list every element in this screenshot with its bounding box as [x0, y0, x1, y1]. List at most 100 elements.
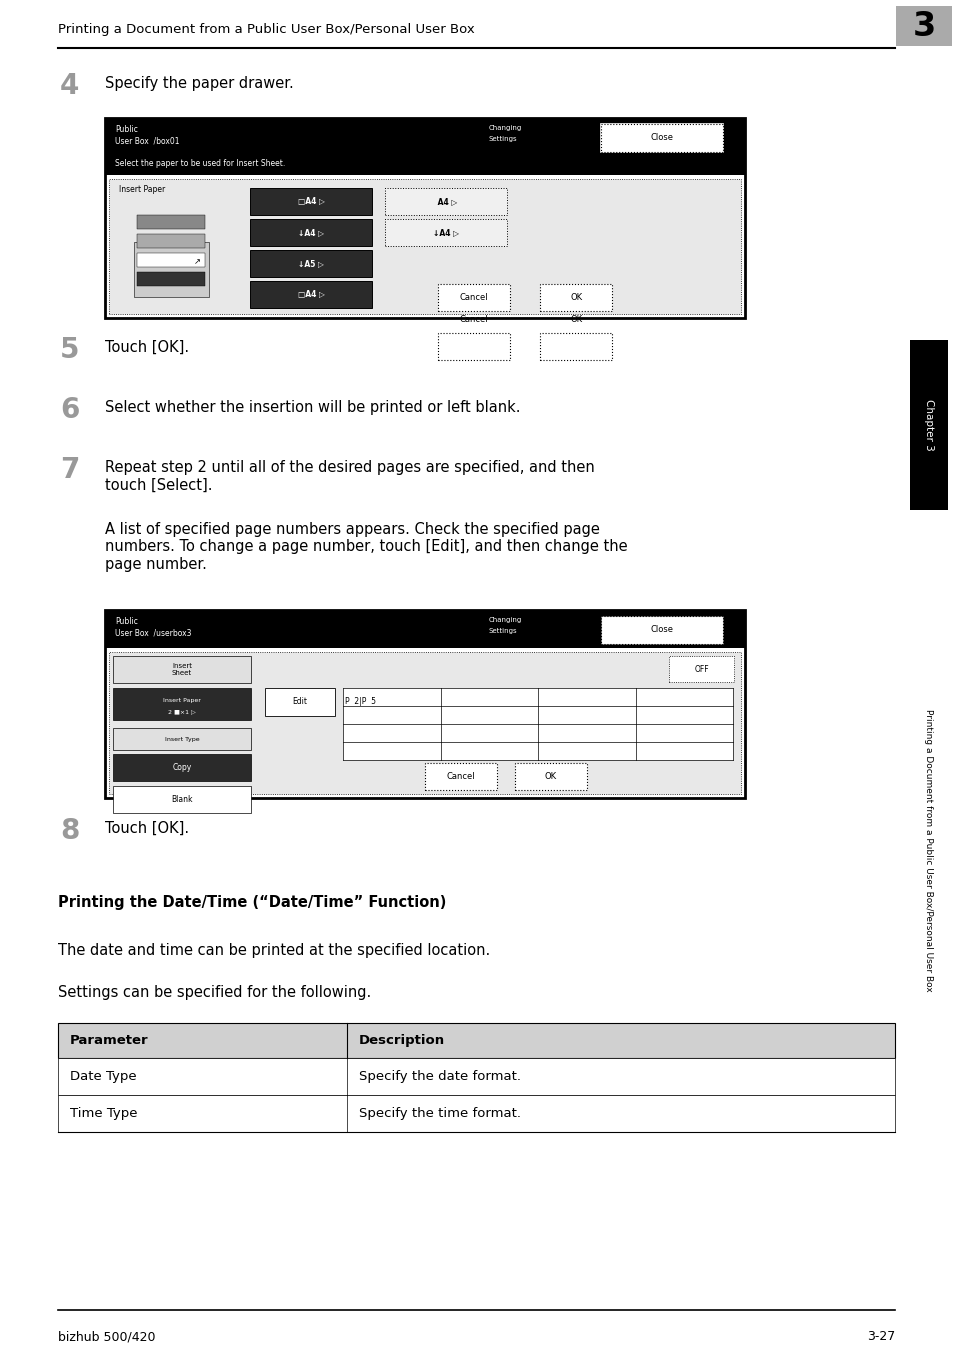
Text: Parameter: Parameter — [70, 1034, 149, 1046]
Text: Cancel: Cancel — [459, 293, 488, 301]
Bar — [895, 5, 951, 46]
Text: Settings can be specified for the following.: Settings can be specified for the follow… — [58, 986, 371, 1000]
Text: Chapter 3: Chapter 3 — [923, 399, 933, 450]
Bar — [105, 118, 744, 155]
Bar — [909, 339, 947, 510]
Text: 4: 4 — [60, 72, 79, 100]
Bar — [250, 250, 372, 277]
Text: 3: 3 — [911, 9, 935, 42]
Bar — [133, 242, 209, 297]
Text: Select whether the insertion will be printed or left blank.: Select whether the insertion will be pri… — [105, 400, 520, 415]
Bar — [112, 786, 251, 813]
Text: P  2|P  5: P 2|P 5 — [345, 698, 375, 707]
Text: A list of specified page numbers appears. Check the specified page
numbers. To c: A list of specified page numbers appears… — [105, 522, 627, 572]
Text: 3-27: 3-27 — [866, 1330, 894, 1343]
Text: Changing: Changing — [489, 124, 521, 131]
Text: Printing a Document from a Public User Box/Personal User Box: Printing a Document from a Public User B… — [58, 23, 475, 35]
Bar — [109, 178, 740, 314]
Text: Time Type: Time Type — [70, 1107, 137, 1119]
Bar — [58, 1095, 894, 1132]
Text: Repeat step 2 until all of the desired pages are specified, and then
touch [Sele: Repeat step 2 until all of the desired p… — [105, 460, 594, 492]
Bar — [137, 253, 205, 266]
Bar — [668, 656, 733, 681]
Text: Insert Paper: Insert Paper — [119, 185, 165, 193]
Text: Copy: Copy — [172, 763, 192, 772]
Text: Insert
Sheet: Insert Sheet — [172, 662, 192, 676]
Bar — [112, 688, 251, 721]
Text: Specify the date format.: Specify the date format. — [358, 1069, 520, 1083]
Bar — [424, 763, 497, 790]
Text: 2 ■×1 ▷: 2 ■×1 ▷ — [168, 710, 195, 714]
Text: Blank: Blank — [172, 795, 193, 804]
Text: Printing a Document from a Public User Box/Personal User Box: Printing a Document from a Public User B… — [923, 708, 933, 991]
Bar — [600, 615, 721, 644]
Text: Settings: Settings — [489, 137, 517, 142]
Text: Specify the paper drawer.: Specify the paper drawer. — [105, 76, 294, 91]
Text: Touch [OK].: Touch [OK]. — [105, 821, 189, 836]
Text: OK: OK — [570, 315, 581, 324]
Text: User Box  /userbox3: User Box /userbox3 — [115, 627, 192, 637]
Bar — [105, 610, 744, 798]
Text: 6: 6 — [60, 396, 79, 425]
Text: ↓A4 ▷: ↓A4 ▷ — [297, 228, 324, 237]
Bar — [112, 727, 251, 750]
Bar — [600, 123, 721, 151]
Bar — [437, 333, 509, 360]
Text: OFF: OFF — [694, 664, 708, 673]
Bar — [385, 219, 506, 246]
Text: Insert Paper: Insert Paper — [163, 698, 201, 703]
Text: 8: 8 — [60, 817, 79, 845]
Text: Select the paper to be used for Insert Sheet.: Select the paper to be used for Insert S… — [115, 160, 285, 168]
Text: Specify the time format.: Specify the time format. — [358, 1107, 520, 1119]
Text: Changing: Changing — [489, 617, 521, 623]
Bar — [250, 219, 372, 246]
Text: Description: Description — [358, 1034, 444, 1046]
Bar — [539, 284, 612, 311]
Text: ↓A5 ▷: ↓A5 ▷ — [297, 260, 324, 268]
Bar — [112, 656, 251, 683]
Bar — [265, 688, 335, 717]
Text: Close: Close — [650, 625, 673, 634]
Bar — [109, 652, 740, 794]
Text: 7: 7 — [60, 456, 79, 484]
Text: bizhub 500/420: bizhub 500/420 — [58, 1330, 155, 1343]
Bar — [250, 281, 372, 308]
Text: Public: Public — [115, 124, 138, 134]
Text: Public: Public — [115, 617, 138, 626]
Bar — [58, 1023, 894, 1059]
Text: Cancel: Cancel — [459, 315, 488, 324]
Bar — [385, 188, 506, 215]
Bar — [250, 188, 372, 215]
Text: □A4 ▷: □A4 ▷ — [297, 289, 324, 299]
Text: The date and time can be printed at the specified location.: The date and time can be printed at the … — [58, 942, 490, 959]
Bar — [105, 155, 744, 174]
Text: Date Type: Date Type — [70, 1069, 136, 1083]
Text: OK: OK — [544, 772, 557, 781]
Bar — [600, 123, 721, 151]
Bar — [137, 215, 205, 228]
Bar — [137, 234, 205, 247]
Bar — [343, 688, 732, 760]
Text: 5: 5 — [60, 337, 79, 364]
Bar — [105, 610, 744, 648]
Text: A4 ▷: A4 ▷ — [435, 197, 456, 206]
Text: Cancel: Cancel — [446, 772, 475, 781]
Bar — [437, 284, 509, 311]
Text: □A4 ▷: □A4 ▷ — [297, 197, 324, 206]
Bar — [112, 754, 251, 781]
Text: Close: Close — [650, 132, 673, 142]
Text: Touch [OK].: Touch [OK]. — [105, 339, 189, 356]
Text: Settings: Settings — [489, 627, 517, 634]
Bar — [539, 333, 612, 360]
Bar — [514, 763, 586, 790]
Text: Edit: Edit — [293, 698, 307, 707]
Text: Printing the Date/Time (“Date/Time” Function): Printing the Date/Time (“Date/Time” Func… — [58, 895, 446, 910]
Text: Insert Type: Insert Type — [165, 737, 199, 741]
Bar — [105, 118, 744, 318]
Bar — [137, 272, 205, 287]
Text: ↗: ↗ — [193, 257, 200, 266]
Text: User Box  /box01: User Box /box01 — [115, 137, 179, 145]
Bar — [58, 1059, 894, 1095]
Text: ↓A4 ▷: ↓A4 ▷ — [433, 228, 458, 237]
Text: OK: OK — [570, 293, 581, 301]
